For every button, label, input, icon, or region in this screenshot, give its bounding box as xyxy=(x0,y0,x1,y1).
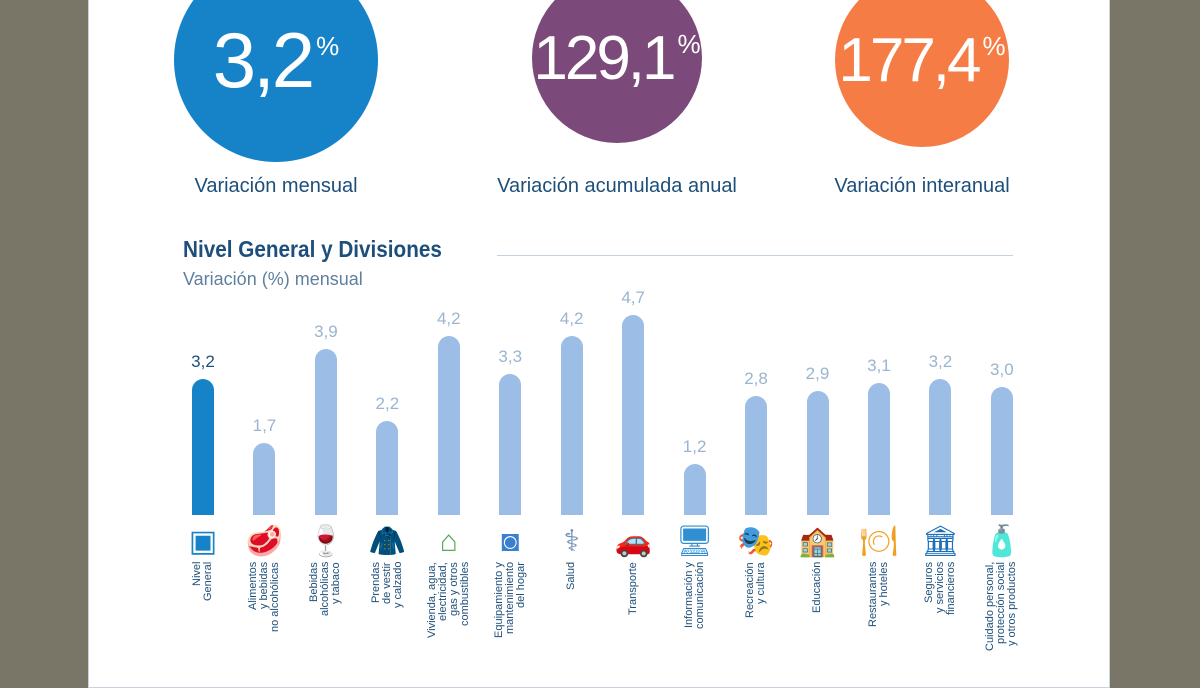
bar xyxy=(745,395,768,515)
bar-value-label: 4,7 xyxy=(621,287,645,307)
ipc-ba-logo-icon: ▣ xyxy=(188,525,218,558)
washing-machine-icon: ◙ xyxy=(501,525,520,558)
category-label: Información y comunicación xyxy=(682,562,706,630)
bar-value-label: 2,9 xyxy=(805,364,830,384)
category-label: Cuidado personal, protección social y ot… xyxy=(984,562,1019,652)
bar xyxy=(376,421,399,515)
bar-value-label: 3,2 xyxy=(928,351,953,371)
doctor-icon: ⚕ xyxy=(563,525,580,558)
bar xyxy=(192,378,214,515)
bar-value-label: 4,2 xyxy=(559,309,584,329)
bar xyxy=(560,336,583,515)
house-icon: ⌂ xyxy=(439,525,458,558)
category-label: Bebidas alcohólicas y tabaco xyxy=(308,562,343,617)
computer-icon: 🖥 xyxy=(675,525,714,558)
bar-value-label: 3,1 xyxy=(867,355,891,375)
kpi-value: 129,1 xyxy=(533,23,676,93)
bar-value-label: 3,9 xyxy=(314,321,338,341)
bar xyxy=(929,378,952,515)
chart-title: Nivel General y Divisiones xyxy=(183,236,442,262)
bar xyxy=(867,382,890,515)
bar-value-label: 2,2 xyxy=(375,394,400,414)
bar-value-label: 1,7 xyxy=(252,415,277,435)
category-label: Vivienda, agua, electricidad, gas y otro… xyxy=(425,562,471,638)
category-label: Educación xyxy=(811,562,823,614)
category-label: Recreación y cultura xyxy=(744,562,768,618)
bar xyxy=(253,442,276,515)
category-label: Restaurantes y hoteles xyxy=(866,562,890,628)
bar xyxy=(806,391,829,515)
category-label: Equipamiento y mantenimiento del hogar xyxy=(492,562,527,638)
bar-value-label: 3,3 xyxy=(498,347,523,367)
kpi-circle: 3,2% xyxy=(174,0,378,162)
school-icon: 🏫 xyxy=(798,525,837,558)
restaurant-icon: 🍽 xyxy=(859,525,898,558)
kpi-value: 177,4 xyxy=(838,25,981,95)
bar xyxy=(622,314,645,515)
kpi-unit: % xyxy=(982,30,1006,61)
car-plane-icon: 🚗 xyxy=(614,525,652,558)
bar xyxy=(437,336,460,515)
kpi-value: 3,2 xyxy=(212,15,315,104)
jacket-icon: 🧥 xyxy=(368,525,407,558)
category-label: Transporte xyxy=(626,562,639,615)
bar-value-label: 3,2 xyxy=(191,351,215,371)
bar xyxy=(683,463,706,515)
bar xyxy=(499,374,522,515)
kpi-caption: Variación interanual xyxy=(834,175,1010,197)
bar-value-label: 4,2 xyxy=(436,309,461,329)
category-label: Nivel General xyxy=(191,562,214,602)
bar xyxy=(990,387,1013,515)
kpi-caption: Variación mensual xyxy=(194,175,358,197)
chart-subtitle: Variación (%) mensual xyxy=(183,269,363,289)
bottles-icon: 🍷 xyxy=(307,525,345,558)
personal-care-icon: 🧴 xyxy=(983,525,1021,558)
kpi-unit: % xyxy=(677,28,701,59)
category-label: Salud xyxy=(565,562,578,591)
category-label: Seguros y servicios financieros xyxy=(922,562,957,616)
bar-value-label: 1,2 xyxy=(682,436,707,456)
bar xyxy=(314,348,337,515)
food-icon: 🥩 xyxy=(245,525,284,558)
bar-value-label: 2,8 xyxy=(744,368,768,388)
divider xyxy=(497,255,1013,256)
kpi-circle: 129,1% xyxy=(532,0,702,143)
theater-masks-icon: 🎭 xyxy=(737,525,775,558)
kpi-unit: % xyxy=(316,30,340,61)
bar-value-label: 3,0 xyxy=(990,360,1014,380)
category-label: Alimentos y bebidas no alcohólicas xyxy=(246,562,281,632)
kpi-caption: Variación acumulada anual xyxy=(497,175,737,197)
kpi-circle: 177,4% xyxy=(835,0,1009,147)
bank-icon: 🏛 xyxy=(921,525,960,558)
category-label: Prendas de vestir y calzado xyxy=(369,562,404,609)
